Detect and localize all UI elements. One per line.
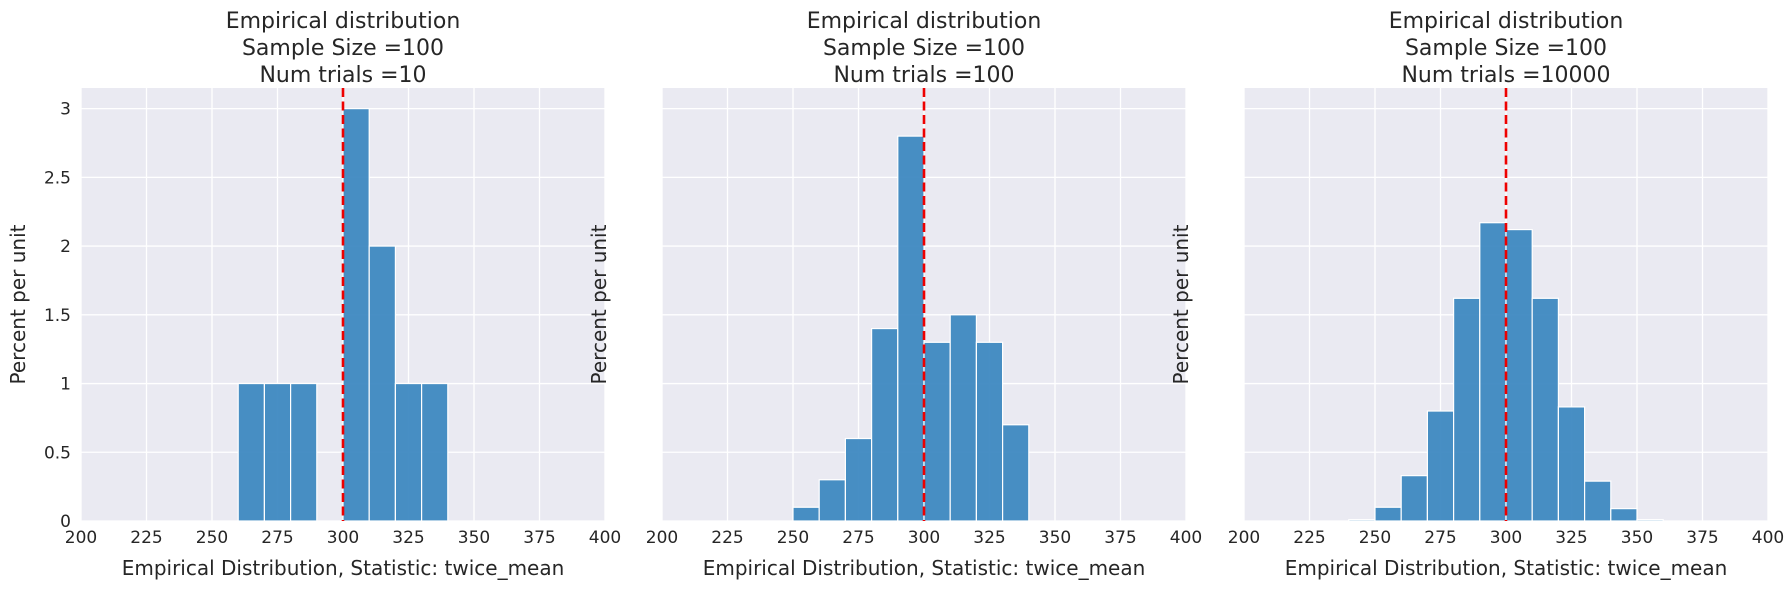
chart-title-line: Sample Size =100 <box>1405 36 1607 61</box>
x-tick-label: 300 <box>327 528 359 548</box>
y-tick-label: 2.5 <box>44 168 71 188</box>
histogram-bar <box>1426 410 1455 522</box>
x-tick-label: 375 <box>1686 528 1718 548</box>
y-tick-label: 0 <box>60 512 71 532</box>
histogram-bar <box>342 108 370 522</box>
histogram-bar <box>792 506 820 522</box>
histogram-bar <box>818 479 847 522</box>
x-tick-label: 325 <box>1555 528 1587 548</box>
histogram-bar <box>1636 519 1664 522</box>
x-axis-label: Empirical Distribution, Statistic: twice… <box>122 556 565 580</box>
x-tick-label: 250 <box>196 528 228 548</box>
y-tick-label: 2 <box>60 237 71 257</box>
y-tick-label: 1.5 <box>44 306 71 326</box>
chart-panel-3: 200 225 250 275 300 325 350 375 400 Empirical Dis… <box>1169 9 1784 580</box>
x-tick-label: 275 <box>1424 528 1456 548</box>
histogram-bar <box>949 314 978 522</box>
histogram-bar <box>263 382 292 522</box>
histogram-bar <box>1531 297 1559 522</box>
histogram-bar <box>1505 228 1533 522</box>
histogram-bar <box>1374 506 1402 522</box>
y-tick-label: 3 <box>60 100 71 120</box>
x-tick-label: 200 <box>646 528 678 548</box>
histogram-bar <box>1348 519 1376 522</box>
x-tick-label: 275 <box>842 528 874 548</box>
x-tick-label: 400 <box>1170 528 1202 548</box>
y-axis-label: Percent per unit <box>6 224 30 384</box>
histogram-bar <box>844 437 873 522</box>
x-tick-label: 350 <box>1039 528 1071 548</box>
histogram-bar <box>923 341 951 522</box>
histogram-bar <box>394 382 423 522</box>
x-tick-label: 225 <box>1293 528 1325 548</box>
histogram-bar <box>421 382 449 522</box>
x-tick-label: 400 <box>1752 528 1784 548</box>
histogram-bar <box>290 382 318 522</box>
histogram-bar <box>1610 508 1638 522</box>
x-tick-label: 325 <box>973 528 1005 548</box>
y-tick-label: 1 <box>60 375 71 395</box>
x-tick-label: 350 <box>458 528 490 548</box>
histogram-bar <box>1452 297 1481 522</box>
x-axis-label: Empirical Distribution, Statistic: twice… <box>1285 556 1728 580</box>
x-tick-label: 300 <box>908 528 940 548</box>
histogram-bar <box>1001 424 1030 522</box>
chart-title-line: Num trials =10 <box>259 63 426 88</box>
x-tick-label: 375 <box>1104 528 1136 548</box>
x-tick-label: 275 <box>261 528 293 548</box>
x-tick-label: 200 <box>1228 528 1260 548</box>
x-tick-label: 250 <box>777 528 809 548</box>
x-tick-label: 225 <box>130 528 162 548</box>
x-tick-label: 325 <box>392 528 424 548</box>
x-tick-label: 225 <box>711 528 743 548</box>
histogram-bar <box>1583 480 1612 522</box>
x-tick-label: 300 <box>1490 528 1522 548</box>
histogram-bar <box>975 341 1004 522</box>
histogram-bar <box>870 327 899 522</box>
chart-title-line: Num trials =10000 <box>1401 63 1610 88</box>
chart-title-line: Empirical distribution <box>807 9 1042 34</box>
chart-panel-2: 200 225 250 275 300 325 350 375 400 Empirical Dis… <box>587 9 1202 580</box>
chart-title-line: Empirical distribution <box>226 9 461 34</box>
chart-panel-1: 200 225 250 275 300 325 350 375 400 0 0.5 1 1.5 2 2.5 3… <box>6 9 621 580</box>
chart-title-line: Sample Size =100 <box>823 36 1025 61</box>
histogram-bar <box>368 245 397 522</box>
y-tick-label: 0.5 <box>44 443 71 463</box>
x-tick-label: 200 <box>65 528 97 548</box>
chart-title-line: Sample Size =100 <box>242 36 444 61</box>
x-tick-label: 350 <box>1621 528 1653 548</box>
chart-title-line: Num trials =100 <box>833 63 1014 88</box>
x-tick-label: 375 <box>523 528 555 548</box>
y-axis-label: Percent per unit <box>587 224 611 384</box>
x-axis-label: Empirical Distribution, Statistic: twice… <box>703 556 1146 580</box>
histogram-bar <box>897 135 925 522</box>
histogram-bar <box>1557 406 1586 522</box>
histogram-bar <box>1479 222 1507 522</box>
chart-title-line: Empirical distribution <box>1389 9 1624 34</box>
histogram-bar <box>237 382 265 522</box>
x-tick-label: 250 <box>1359 528 1391 548</box>
y-axis-label: Percent per unit <box>1169 224 1193 384</box>
histogram-bar <box>1400 475 1428 522</box>
x-tick-label: 400 <box>589 528 621 548</box>
